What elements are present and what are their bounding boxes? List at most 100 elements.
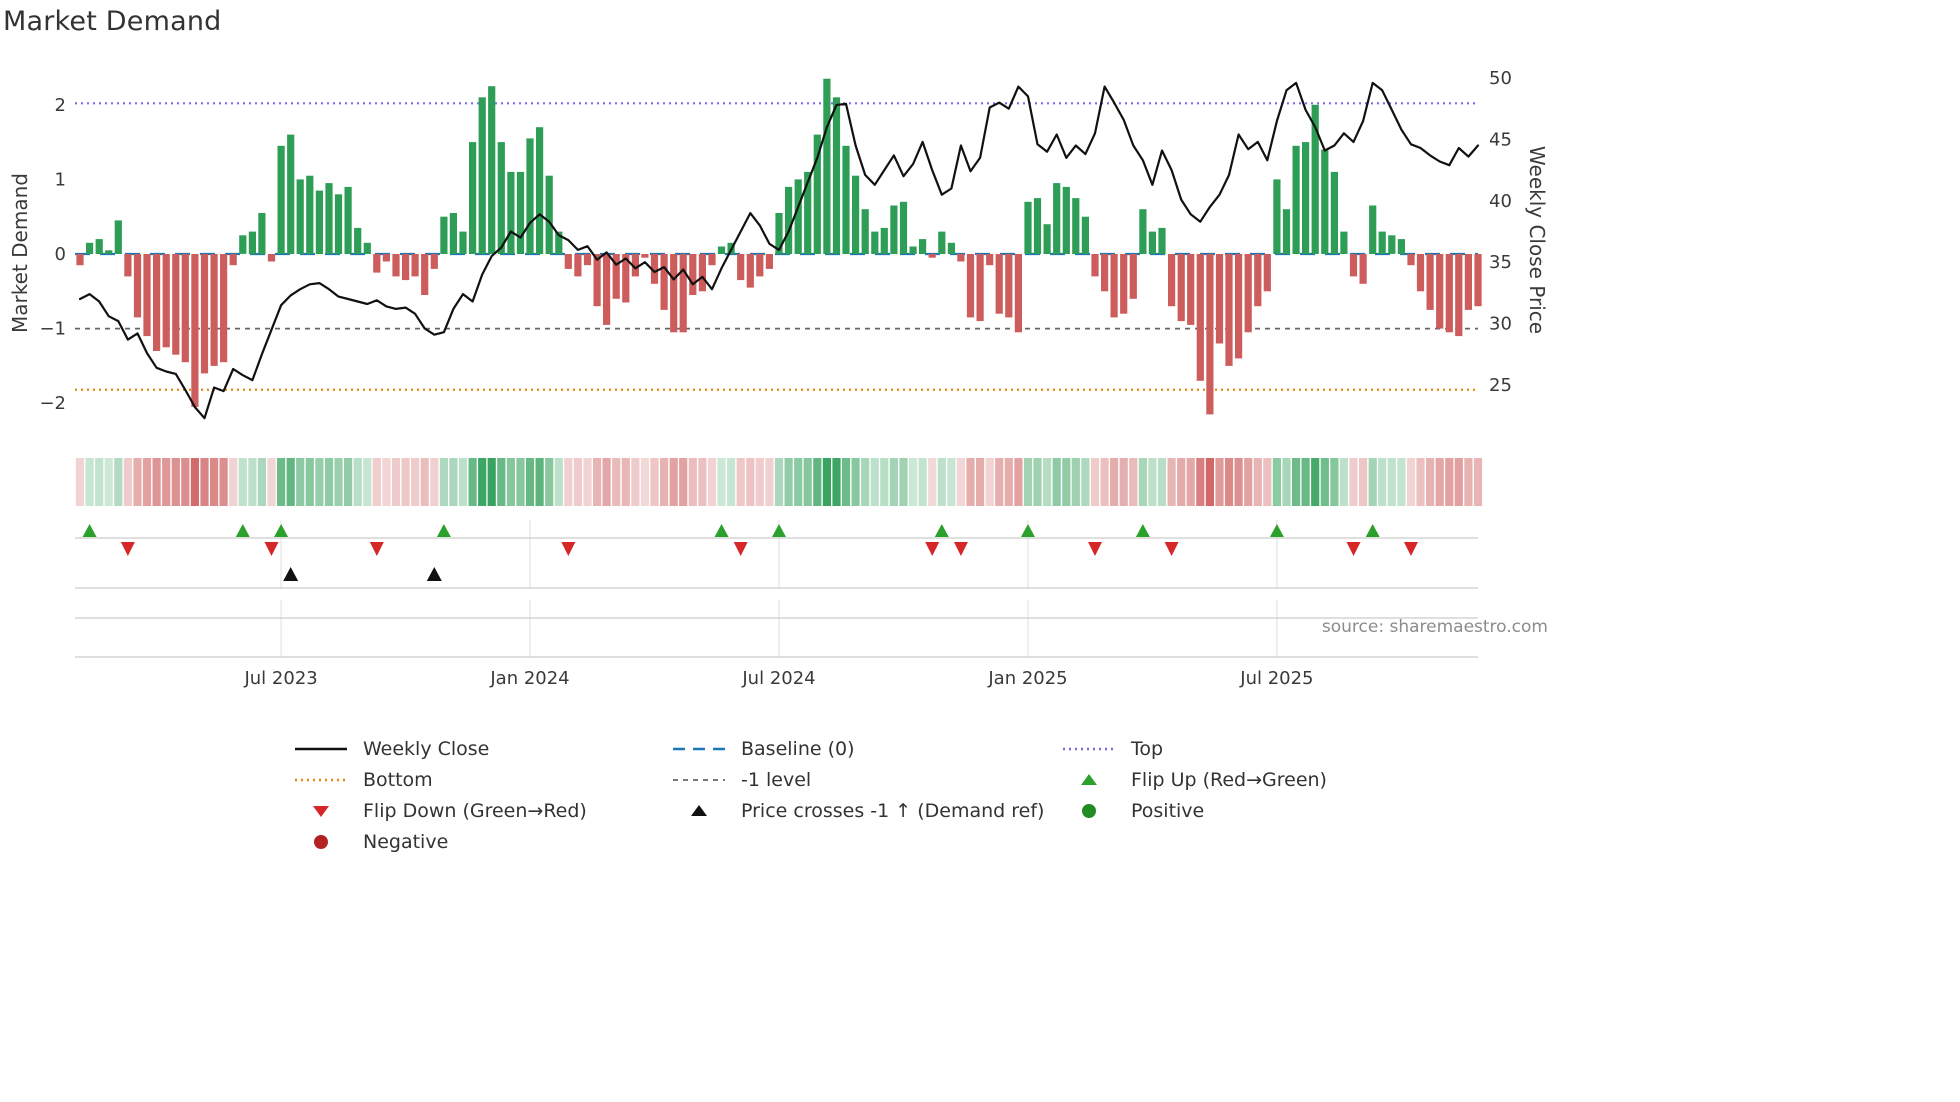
demand-bar <box>392 254 400 277</box>
demand-bar <box>1330 171 1338 254</box>
legend-label: Baseline (0) <box>741 738 855 760</box>
demand-bar <box>660 254 668 310</box>
flip-up-icon <box>934 524 949 537</box>
triangle-up-black-icon <box>670 801 728 821</box>
heatmap-cell <box>1387 458 1396 506</box>
demand-bar <box>1244 254 1252 333</box>
legend-item-top: Top <box>1060 737 1390 761</box>
demand-bar <box>95 239 103 254</box>
demand-bar <box>248 231 256 254</box>
heatmap-cell <box>229 458 238 506</box>
legend-label: Weekly Close <box>363 738 490 760</box>
triangle-down-red-icon <box>292 801 350 821</box>
heatmap-cell <box>1090 458 1100 506</box>
heatmap-cell <box>870 458 879 506</box>
flip-down-markers <box>120 542 1418 556</box>
heatmap-cell <box>1301 458 1310 506</box>
source-text: source: sharemaestro.com <box>1321 617 1548 637</box>
demand-bar <box>775 213 783 254</box>
heatmap-cell <box>1004 458 1013 506</box>
heatmap-cell <box>1081 458 1090 506</box>
demand-bar <box>1273 179 1281 254</box>
demand-bar <box>172 254 180 355</box>
heatmap-cell <box>545 458 554 506</box>
heatmap-cell <box>1464 458 1473 506</box>
demand-bar <box>1321 149 1329 254</box>
flip-down-icon <box>561 542 576 556</box>
demand-bar <box>497 142 505 254</box>
y-tick-label-left: 1 <box>55 169 66 190</box>
demand-bar <box>717 246 726 254</box>
heatmap-cell <box>717 458 726 506</box>
flip-up-icon <box>436 524 451 537</box>
heatmap-cell <box>449 458 458 506</box>
y-ticks-left: −2 −1 0 1 2 <box>39 95 66 414</box>
demand-bar <box>928 254 936 258</box>
legend-label: Positive <box>1131 800 1205 822</box>
heatmap-cell <box>679 458 688 506</box>
heatmap-cell <box>277 458 286 506</box>
demand-bar <box>670 254 678 333</box>
demand-bar <box>1464 254 1472 310</box>
heatmap-cell <box>372 458 381 506</box>
demand-bar <box>1426 254 1434 310</box>
heatmap-cell <box>1177 458 1186 506</box>
triangle-up-green-icon <box>1060 770 1118 790</box>
page-title: Market Demand <box>3 6 222 37</box>
y-tick-label-left: 2 <box>55 95 66 116</box>
heatmap-cell <box>851 458 860 506</box>
heatmap-cell <box>1397 458 1406 506</box>
heatmap-cell <box>1033 458 1042 506</box>
demand-bars <box>76 78 1482 415</box>
heatmap-cell <box>1263 458 1272 506</box>
demand-bar <box>603 254 611 325</box>
demand-bar <box>1254 254 1262 307</box>
demand-bar <box>1053 183 1061 254</box>
heatmap-cell <box>794 458 803 506</box>
demand-bar <box>402 254 410 281</box>
y-ticks-right: 25 30 35 40 45 50 <box>1489 68 1512 396</box>
demand-bar <box>966 254 975 318</box>
heatmap-cell <box>487 458 496 506</box>
demand-bar <box>650 254 659 284</box>
demand-bar <box>1455 254 1463 337</box>
legend: Weekly Close Baseline (0) Top Bottom -1 leve… <box>292 737 1390 854</box>
y-tick-label-left: −2 <box>39 393 66 414</box>
demand-bar <box>287 134 295 254</box>
flip-down-icon <box>369 542 384 556</box>
demand-bar <box>363 242 371 254</box>
flip-down-icon <box>1346 542 1361 556</box>
heatmap-cell <box>832 458 841 506</box>
heatmap-cell <box>573 458 582 506</box>
demand-bar <box>842 145 850 254</box>
legend-label: Bottom <box>363 769 433 791</box>
demand-bar <box>354 227 362 254</box>
demand-bar <box>105 250 113 254</box>
demand-bar <box>1129 254 1137 299</box>
heatmap-cell <box>162 458 171 506</box>
heatmap-cell <box>1062 458 1071 506</box>
heatmap-cell <box>104 458 113 506</box>
demand-bar <box>1359 254 1367 284</box>
flip-up-icon <box>714 524 729 537</box>
demand-bar <box>449 213 457 254</box>
demand-bar <box>1177 254 1185 322</box>
demand-bar <box>880 227 888 254</box>
heatmap-cell <box>698 458 707 506</box>
heatmap-cell <box>1454 458 1463 506</box>
heatmap-cell <box>430 458 439 506</box>
y-axis-label-price: Weekly Close Price <box>1525 145 1549 335</box>
demand-bar <box>459 231 467 254</box>
demand-bar <box>526 138 534 254</box>
heatmap-cell <box>1253 458 1262 506</box>
flip-up-icon <box>82 524 97 537</box>
demand-bar <box>469 142 477 254</box>
demand-bar <box>220 254 228 363</box>
demand-bar <box>1225 254 1233 366</box>
heatmap-cell <box>813 458 822 506</box>
demand-bar <box>210 254 218 366</box>
heatmap-cell <box>1224 458 1234 506</box>
heatmap-cell <box>171 458 180 506</box>
demand-bar <box>574 254 582 277</box>
